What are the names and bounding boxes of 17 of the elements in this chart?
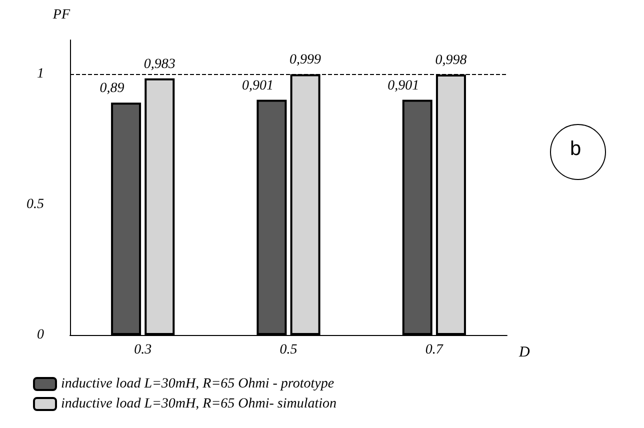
y-tick-label: 0 — [37, 328, 44, 342]
x-tick-label: 0.5 — [280, 342, 298, 358]
legend-label: inductive load L=30mH, R=65 Ohmi- simulation — [61, 396, 337, 412]
legend-label: inductive load L=30mH, R=65 Ohmi - prototype — [61, 376, 334, 392]
data-label: 0,901 — [242, 78, 274, 94]
y-axis-title: PF — [52, 8, 70, 22]
x-tick-label: 0.7 — [425, 342, 444, 358]
data-label: 0,89 — [100, 81, 124, 96]
y-tick-label: 1 — [37, 66, 44, 82]
x-axis-title: D — [518, 344, 530, 360]
data-label: 0,901 — [388, 78, 420, 94]
data-label: 0,999 — [290, 52, 322, 68]
text: b — [570, 138, 582, 161]
data-label: 0,998 — [435, 52, 467, 68]
data-label: 0,983 — [144, 56, 176, 72]
y-tick-label: 0.5 — [26, 196, 44, 212]
x-tick-label: 0.3 — [134, 342, 152, 358]
